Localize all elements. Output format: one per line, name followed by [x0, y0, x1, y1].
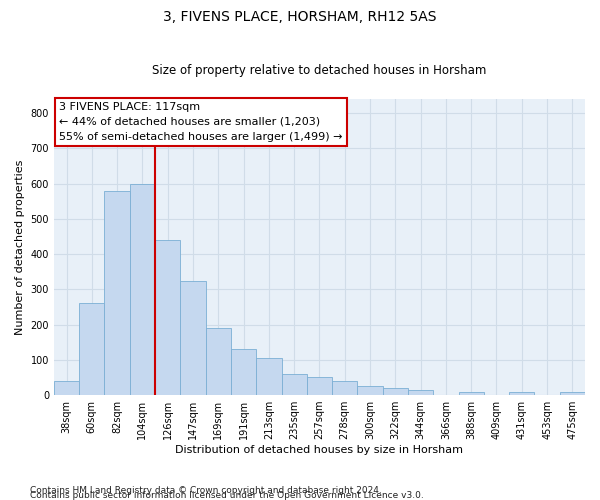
Bar [358, 386, 383, 395]
Bar [281, 374, 307, 395]
Bar [332, 381, 358, 395]
Bar [256, 358, 281, 395]
X-axis label: Distribution of detached houses by size in Horsham: Distribution of detached houses by size … [175, 445, 463, 455]
Text: Contains HM Land Registry data © Crown copyright and database right 2024.: Contains HM Land Registry data © Crown c… [30, 486, 382, 495]
Text: 3 FIVENS PLACE: 117sqm
← 44% of detached houses are smaller (1,203)
55% of semi-: 3 FIVENS PLACE: 117sqm ← 44% of detached… [59, 102, 343, 142]
Bar [560, 392, 585, 395]
Bar [383, 388, 408, 395]
Text: 3, FIVENS PLACE, HORSHAM, RH12 5AS: 3, FIVENS PLACE, HORSHAM, RH12 5AS [163, 10, 437, 24]
Bar [181, 280, 206, 395]
Bar [509, 392, 535, 395]
Bar [458, 392, 484, 395]
Bar [155, 240, 181, 395]
Text: Contains public sector information licensed under the Open Government Licence v3: Contains public sector information licen… [30, 491, 424, 500]
Bar [130, 184, 155, 395]
Y-axis label: Number of detached properties: Number of detached properties [15, 160, 25, 334]
Bar [54, 381, 79, 395]
Bar [408, 390, 433, 395]
Bar [79, 304, 104, 395]
Title: Size of property relative to detached houses in Horsham: Size of property relative to detached ho… [152, 64, 487, 77]
Bar [104, 190, 130, 395]
Bar [231, 350, 256, 395]
Bar [307, 378, 332, 395]
Bar [206, 328, 231, 395]
